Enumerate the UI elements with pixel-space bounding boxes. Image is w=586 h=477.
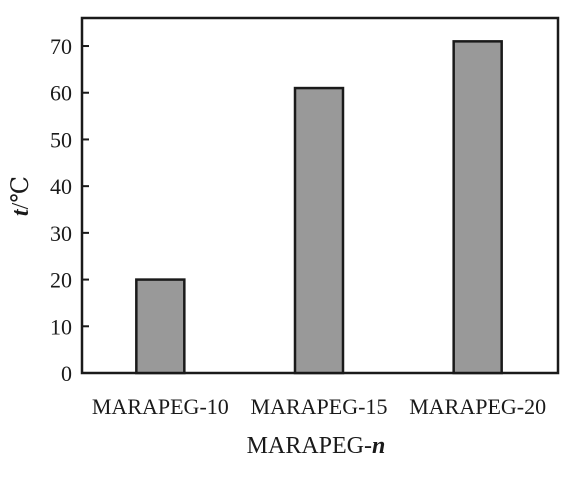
y-tick-label: 60: [50, 81, 72, 106]
y-tick-label: 10: [50, 314, 72, 339]
y-tick-label: 40: [50, 174, 72, 199]
x-tick-label: MARAPEG-10: [92, 394, 229, 419]
y-tick-label: 0: [61, 361, 72, 386]
y-tick-label: 20: [50, 268, 72, 293]
bar-marapeg-20: [452, 40, 503, 375]
x-tick-label: MARAPEG-15: [251, 394, 388, 419]
x-tick-label: MARAPEG-20: [409, 394, 546, 419]
y-axis-ticks: 0 10 20 30 40 50 60 70: [50, 34, 89, 386]
bar-marapeg-15: [293, 86, 345, 375]
y-axis-title: t/℃: [8, 176, 34, 216]
bars-group: [135, 40, 503, 375]
x-axis-tick-labels: MARAPEG-10 MARAPEG-15 MARAPEG-20: [92, 394, 546, 419]
bar-marapeg-10: [135, 278, 186, 375]
y-tick-label: 50: [50, 127, 72, 152]
y-tick-label: 30: [50, 221, 72, 246]
y-tick-label: 70: [50, 34, 72, 59]
x-axis-title: MARAPEG-n: [247, 433, 386, 459]
